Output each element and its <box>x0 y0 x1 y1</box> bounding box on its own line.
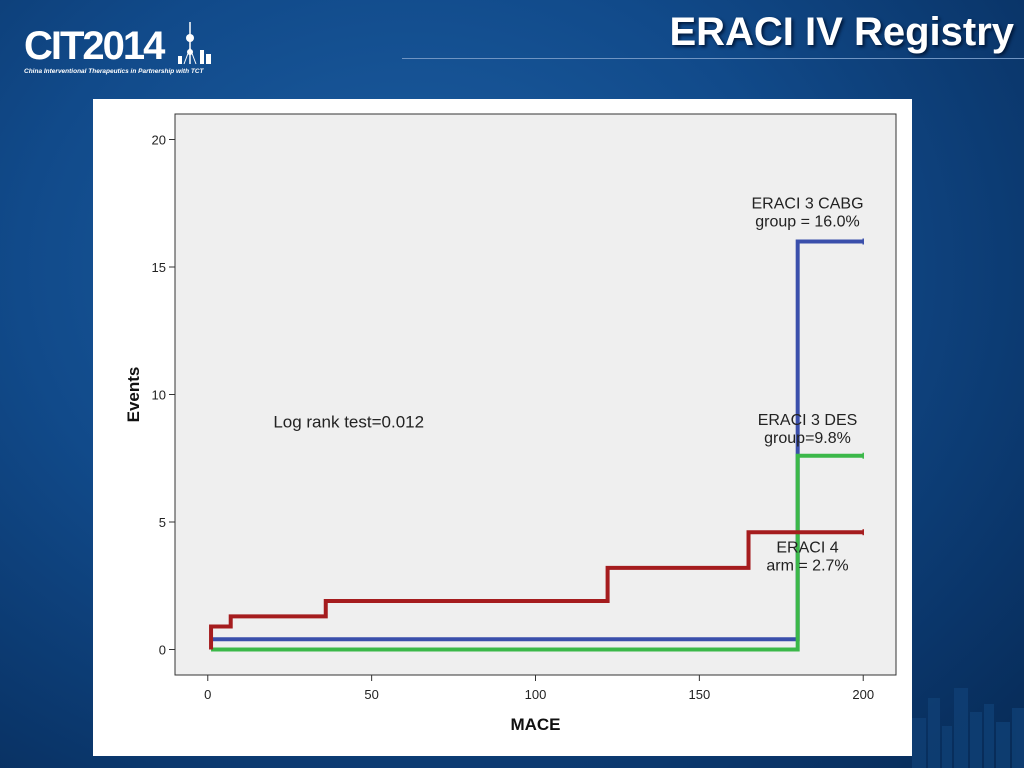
y-tick-label: 20 <box>152 133 166 148</box>
x-tick-label: 150 <box>689 687 711 702</box>
y-tick-label: 15 <box>152 260 166 275</box>
series-annotation-1: ERACI 3 CABG group = 16.0% <box>751 195 863 230</box>
series-line-0 <box>211 239 864 642</box>
annotation-line: ERACI 3 DES <box>758 412 858 429</box>
pearl-tower-icon <box>178 22 211 65</box>
title-divider <box>402 58 1024 59</box>
annotation-line: arm = 2.7% <box>766 558 848 575</box>
y-tick-label: 5 <box>159 515 166 530</box>
annotation-line: group = 16.0% <box>755 213 860 230</box>
x-tick-label: 100 <box>525 687 547 702</box>
series-annotation-2: ERACI 3 DES group=9.8% <box>758 412 858 447</box>
y-tick-label: 10 <box>152 388 166 403</box>
annotation-log-rank: Log rank test=0.012 <box>273 413 424 432</box>
x-tick-label: 0 <box>204 687 211 702</box>
x-axis-label: MACE <box>510 715 560 734</box>
y-tick-label: 0 <box>159 643 166 658</box>
x-tick-label: 50 <box>364 687 378 702</box>
series-annotation-3: ERACI 4 arm = 2.7% <box>766 540 848 575</box>
annotation-line: ERACI 3 CABG <box>751 195 863 212</box>
chart-panel: 0 5 10 15 20 0 50 100 150 200 MACE Events Log rank t… <box>93 99 912 756</box>
annotation-line: group=9.8% <box>764 430 851 447</box>
cit2014-logo: CIT2014 China Interventional Therapeutic… <box>24 20 224 78</box>
y-axis-label: Events <box>124 367 143 423</box>
annotation-line: ERACI 4 <box>776 540 838 557</box>
logo-subtitle: China Interventional Therapeutics in Par… <box>24 68 204 75</box>
x-tick-label: 200 <box>852 687 874 702</box>
series-line-1 <box>211 453 864 652</box>
plot-area <box>174 113 897 676</box>
slide-title: ERACI IV Registry <box>669 10 1014 54</box>
logo-wordmark: CIT2014 <box>24 24 165 68</box>
city-skyline-decoration <box>912 688 1024 768</box>
series-line-2 <box>209 530 864 650</box>
